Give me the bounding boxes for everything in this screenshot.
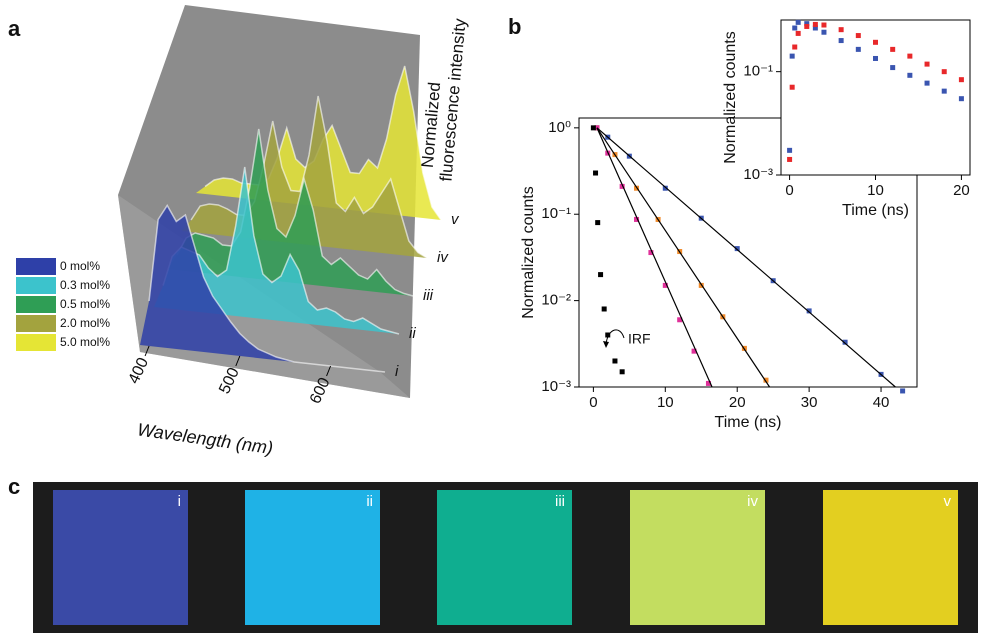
- data-point: [900, 388, 905, 393]
- x-tick-label: 10: [657, 394, 674, 411]
- x-tick-label: 10: [867, 182, 884, 199]
- panel-label: a: [8, 16, 21, 41]
- data-point: [959, 96, 964, 101]
- sample-photo: [245, 490, 380, 625]
- x-axis-label: Wavelength (nm): [136, 419, 274, 458]
- series-label: iii: [423, 287, 434, 304]
- series-label: iv: [437, 249, 449, 266]
- legend-label: 0.3 mol%: [60, 278, 110, 292]
- data-point: [925, 62, 930, 67]
- x-axis-label: Time (ns): [715, 414, 782, 431]
- sample-label: iv: [747, 493, 758, 510]
- sample-photo: [823, 490, 958, 625]
- data-point: [907, 73, 912, 78]
- data-point: [942, 69, 947, 74]
- data-point: [821, 23, 826, 28]
- data-point: [925, 81, 930, 86]
- data-point: [804, 24, 809, 29]
- figure: a b c v5.0 mol%iv2.0 mol%iii0.5 mol%ii0.…: [0, 0, 982, 633]
- data-point: [856, 33, 861, 38]
- data-point: [593, 171, 598, 176]
- sample-label: iii: [555, 493, 565, 510]
- annotation: IRF: [628, 331, 651, 347]
- data-point: [796, 31, 801, 36]
- y-tick-label: 10⁻¹: [541, 205, 571, 222]
- data-point: [839, 38, 844, 43]
- legend-swatch: [16, 258, 56, 275]
- x-tick-label: 30: [801, 394, 818, 411]
- data-point: [873, 56, 878, 61]
- data-point: [890, 65, 895, 70]
- data-point: [873, 40, 878, 45]
- data-point: [790, 85, 795, 90]
- data-point: [796, 20, 801, 25]
- y-axis-label: Normalized counts: [722, 31, 739, 164]
- data-point: [591, 125, 596, 130]
- legend-swatch: [16, 334, 56, 351]
- y-axis-label: Normalized counts: [520, 186, 537, 319]
- y-tick-label: 10⁻³: [743, 166, 773, 183]
- legend-label: 2.0 mol%: [60, 316, 110, 330]
- data-point: [890, 47, 895, 52]
- legend-label: 5.0 mol%: [60, 335, 110, 349]
- x-tick-label: 0: [785, 182, 793, 199]
- panel-b: 0 10 20 30 40 10⁰ 10⁻¹ 10⁻² 10⁻³ Time (ns) Normali…: [520, 20, 970, 431]
- data-point: [787, 148, 792, 153]
- data-point: [907, 54, 912, 59]
- y-tick-label: 10⁻²: [541, 292, 571, 309]
- data-point: [821, 30, 826, 35]
- legend-swatch: [16, 277, 56, 294]
- legend-label: 0.5 mol%: [60, 297, 110, 311]
- x-tick-label: 20: [729, 394, 746, 411]
- legend-swatch: [16, 296, 56, 313]
- legend-swatch: [16, 315, 56, 332]
- x-tick-label: 0: [589, 394, 597, 411]
- data-point: [787, 157, 792, 162]
- data-point: [792, 26, 797, 31]
- data-point: [620, 369, 625, 374]
- data-point: [792, 45, 797, 50]
- sample-label: v: [944, 493, 952, 510]
- data-point: [595, 220, 600, 225]
- x-tick-label: 40: [873, 394, 890, 411]
- data-point: [598, 272, 603, 277]
- series-label: ii: [409, 325, 416, 342]
- y-tick-label: 10⁰: [548, 119, 571, 136]
- panel-label: c: [8, 474, 20, 499]
- y-tick-label: 10⁻¹: [743, 63, 773, 80]
- sample-label: ii: [366, 493, 373, 510]
- data-point: [839, 27, 844, 32]
- sample-label: i: [178, 493, 181, 510]
- y-tick-label: 10⁻³: [541, 378, 571, 395]
- data-point: [856, 47, 861, 52]
- data-point: [790, 54, 795, 59]
- data-point: [813, 22, 818, 27]
- data-point: [959, 77, 964, 82]
- data-point: [942, 89, 947, 94]
- x-tick-label: 400: [125, 355, 152, 386]
- sample-photo: [437, 490, 572, 625]
- sample-photo: [53, 490, 188, 625]
- x-tick-label: 500: [216, 365, 243, 396]
- data-point: [602, 306, 607, 311]
- legend-label: 0 mol%: [60, 259, 100, 273]
- sample-photo: [630, 490, 765, 625]
- panel-label: b: [508, 14, 521, 39]
- x-tick-label: 20: [953, 182, 970, 199]
- x-axis-label: Time (ns): [842, 202, 909, 219]
- data-point: [612, 358, 617, 363]
- series-label: v: [451, 211, 460, 228]
